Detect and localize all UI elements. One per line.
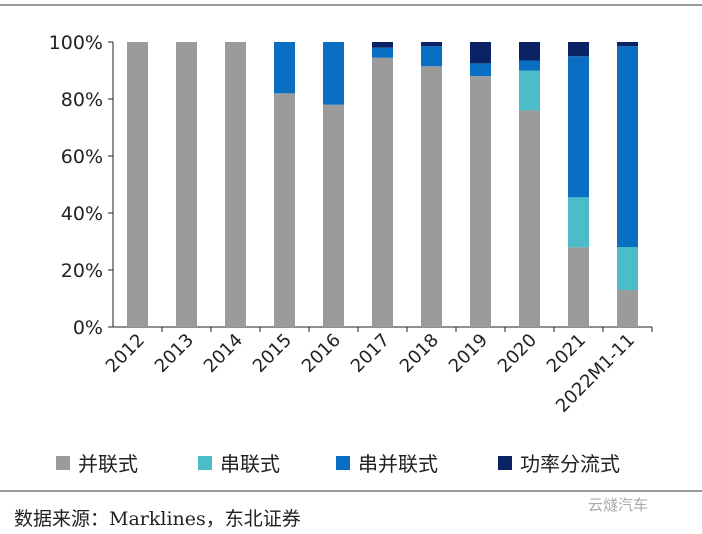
y-tick-label: 20% [61,260,103,282]
x-tick-label: 2014 [200,330,247,377]
legend-swatch [198,456,212,470]
x-tick-label: 2019 [445,330,492,377]
bar-segment-2018 [421,46,442,67]
bar-segment-2019 [470,63,491,77]
bar-segment-2013 [176,42,197,327]
bar-segment-2022M1-11 [617,247,638,290]
legend-swatch [336,456,350,470]
y-tick-label: 60% [61,146,103,168]
bar-segment-2021 [568,197,589,248]
x-tick-label: 2020 [494,330,541,377]
legend-swatch [56,456,70,470]
bar-segment-2020 [519,60,540,71]
bar-segment-2016 [323,42,344,105]
x-tick-label: 2017 [347,330,394,377]
bar-segment-2015 [274,93,295,327]
x-tick-label: 2013 [151,330,198,377]
legend-label: 并联式 [78,452,138,476]
x-tick-label: 2016 [298,330,345,377]
bar-segment-2020 [519,70,540,111]
y-tick-label: 0% [73,317,103,339]
y-tick-label: 100% [49,32,103,54]
watermark: 云燧汽车 [588,496,649,514]
bar-segment-2017 [372,47,393,58]
bar-segment-2021 [568,247,589,327]
legend-swatch [498,456,512,470]
bar-segment-2020 [519,42,540,61]
bar-segment-2012 [127,42,148,327]
x-tick-label: 2018 [396,330,443,377]
bar-segment-2018 [421,42,442,47]
source-note: 数据来源：Marklines，东北证券 [14,508,301,530]
bar-segment-2014 [225,42,246,327]
bar-segment-2018 [421,66,442,327]
legend-label: 串联式 [220,452,280,476]
y-tick-label: 40% [61,203,103,225]
bar-segment-2016 [323,104,344,327]
bar-segment-2017 [372,57,393,328]
y-tick-label: 80% [61,89,103,111]
bar-segment-2022M1-11 [617,42,638,47]
legend-label: 功率分流式 [520,452,620,476]
bar-segment-2019 [470,42,491,64]
bar-segment-2017 [372,42,393,48]
bar-segment-2020 [519,110,540,328]
bar-segment-2022M1-11 [617,46,638,248]
bar-segment-2021 [568,42,589,57]
bar-segment-2019 [470,76,491,327]
legend-label: 串并联式 [358,452,438,476]
x-tick-label: 2012 [102,330,149,377]
x-tick-label: 2015 [249,330,296,377]
bar-segment-2022M1-11 [617,289,638,327]
bar-segment-2015 [274,42,295,94]
bar-segment-2021 [568,56,589,198]
